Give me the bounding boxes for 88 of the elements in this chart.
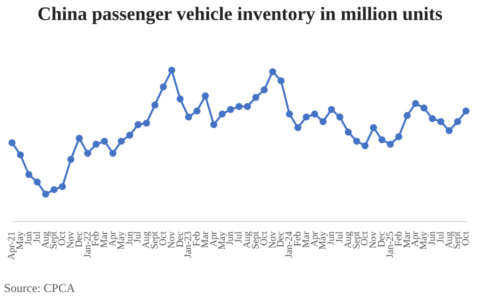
x-tick-label: Mar (402, 230, 413, 248)
x-tick-label: May (318, 231, 329, 250)
x-tick-label: Mar (300, 230, 312, 248)
point (227, 106, 234, 114)
point (210, 121, 218, 128)
point (92, 140, 100, 148)
x-tick-label: Jul (435, 231, 446, 243)
point (34, 178, 41, 186)
point (454, 118, 462, 126)
point (151, 101, 158, 108)
x-tick-label: Dec (174, 230, 186, 248)
x-tick-label: Sept (351, 231, 362, 250)
point (269, 68, 276, 76)
x-tick-label: Sept (48, 231, 60, 250)
point (126, 132, 134, 139)
point (370, 124, 378, 132)
point (100, 138, 108, 145)
point (143, 120, 150, 127)
x-tick-label: May (216, 231, 228, 250)
x-tick-label: Aug (444, 231, 455, 249)
x-tick-label: Feb (292, 231, 304, 246)
point (76, 134, 83, 142)
point (378, 136, 386, 144)
x-tick-label: Apr (208, 230, 220, 247)
point (328, 106, 335, 114)
x-tick-label: Apr-21 (6, 231, 18, 260)
point (278, 77, 285, 84)
point (344, 128, 352, 136)
point (67, 156, 74, 163)
x-tick-label: Nov (166, 231, 178, 249)
source-note: Source: CPCA (4, 281, 76, 296)
x-tick-label: Nov (368, 231, 380, 249)
point (168, 66, 176, 74)
x-tick-label: Apr (309, 230, 320, 247)
point (395, 133, 402, 140)
point (236, 102, 242, 110)
x-tick-label: Jul (234, 231, 245, 243)
x-tick-label: Sept (452, 231, 464, 250)
x-tick-label: Feb (90, 231, 102, 246)
point (362, 142, 369, 150)
point (25, 170, 32, 178)
point (193, 108, 200, 115)
point (462, 108, 470, 115)
point (16, 151, 24, 158)
point (404, 112, 411, 120)
point (202, 92, 209, 100)
point (294, 124, 302, 132)
point (218, 110, 226, 118)
x-tick-label: Oct (360, 231, 371, 246)
point (185, 114, 192, 121)
point (420, 104, 428, 112)
point (386, 140, 394, 148)
x-tick-label: Dec (74, 230, 85, 248)
point (134, 121, 142, 128)
x-tick-label: Feb (393, 231, 404, 246)
x-tick-label: Oct (460, 231, 472, 246)
point (244, 102, 251, 110)
point (446, 127, 453, 134)
point (58, 183, 66, 190)
point (302, 114, 310, 121)
x-tick-label: Nov (267, 231, 278, 249)
point (42, 190, 50, 198)
point (353, 138, 360, 145)
point (260, 86, 268, 94)
point (437, 118, 444, 126)
point (50, 186, 58, 194)
point (320, 118, 327, 126)
point (160, 83, 167, 90)
point (412, 100, 420, 107)
point (176, 95, 184, 102)
point (109, 150, 116, 157)
x-tick-label: Mar (99, 230, 110, 248)
x-tick-label: Dec (276, 230, 287, 248)
point (428, 115, 436, 122)
x-tick-label: Jul (132, 231, 144, 243)
point (8, 139, 16, 146)
x-tick-label: Aug (141, 231, 152, 249)
point (118, 138, 125, 145)
x-tick-label: Apr (410, 230, 422, 247)
chart-title: China passenger vehicle inventory in million units (36, 4, 444, 26)
point (336, 114, 344, 121)
point (84, 150, 92, 157)
point (311, 110, 318, 118)
point (252, 94, 260, 101)
x-tick-label: Oct (258, 231, 270, 246)
x-tick-label: Jul (32, 231, 43, 243)
x-tick-label: Aug (40, 231, 52, 249)
point (286, 110, 293, 118)
